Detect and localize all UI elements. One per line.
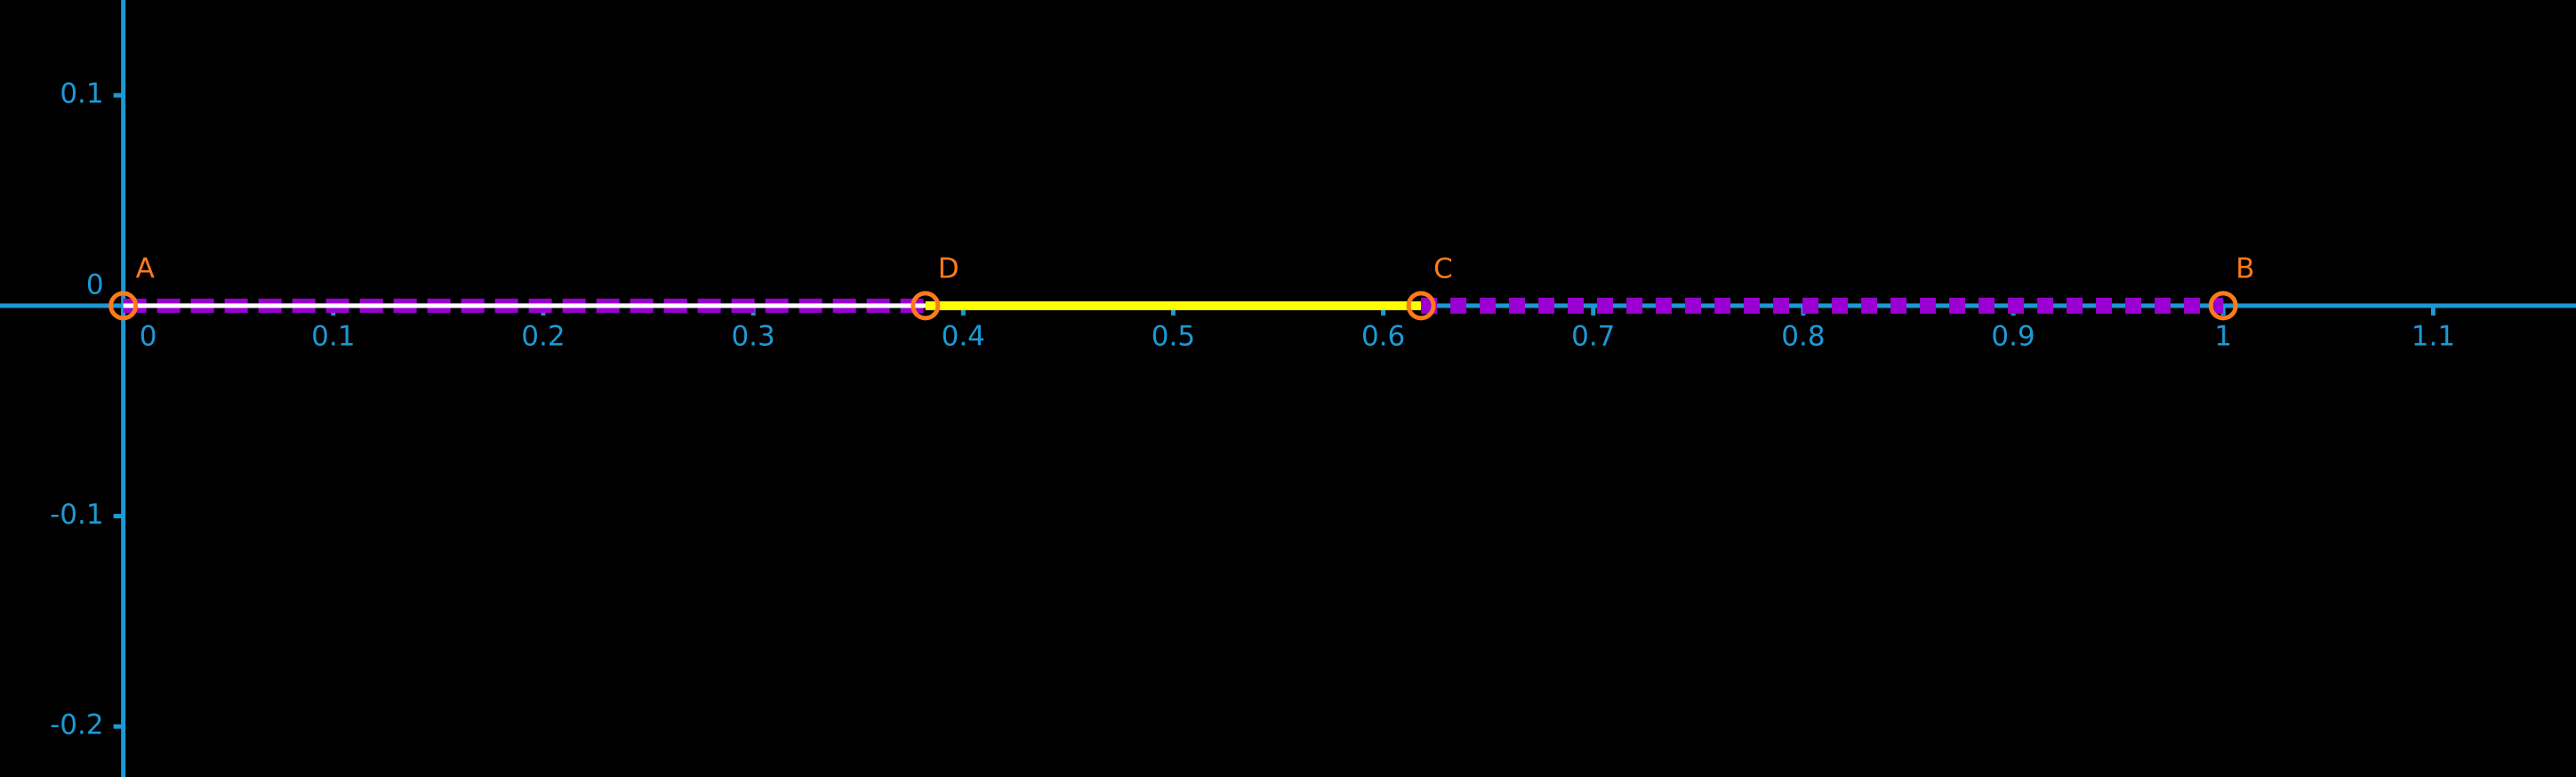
x-tick-label: 0.7 — [1571, 320, 1615, 352]
point-label: B — [2235, 252, 2254, 284]
x-tick-label: 0.4 — [942, 320, 985, 352]
y-tick-label: -0.1 — [50, 499, 104, 531]
x-tick-label: 0.2 — [521, 320, 565, 352]
point — [2208, 291, 2238, 321]
y-tick-label: -0.2 — [50, 709, 104, 741]
x-tick-label: 1.1 — [2411, 320, 2455, 352]
x-tick-label: 0.5 — [1152, 320, 1195, 352]
x-tick-label: 0.8 — [1781, 320, 1825, 352]
x-tick-label: 0 — [140, 320, 157, 352]
y-tick-label: 0 — [86, 268, 104, 300]
y-tick-label: 0.1 — [60, 78, 103, 110]
point — [911, 291, 941, 321]
x-tick-label: 0.1 — [311, 320, 355, 352]
point-label: D — [938, 252, 959, 284]
x-tick-label: 1 — [2214, 320, 2232, 352]
point-label: A — [136, 252, 155, 284]
x-tick-label: 0.3 — [731, 320, 774, 352]
point-label: C — [1433, 252, 1453, 284]
point — [1406, 291, 1436, 321]
x-tick-label: 0.9 — [1991, 320, 2034, 352]
x-tick-label: 0.6 — [1361, 320, 1405, 352]
point — [108, 291, 139, 321]
